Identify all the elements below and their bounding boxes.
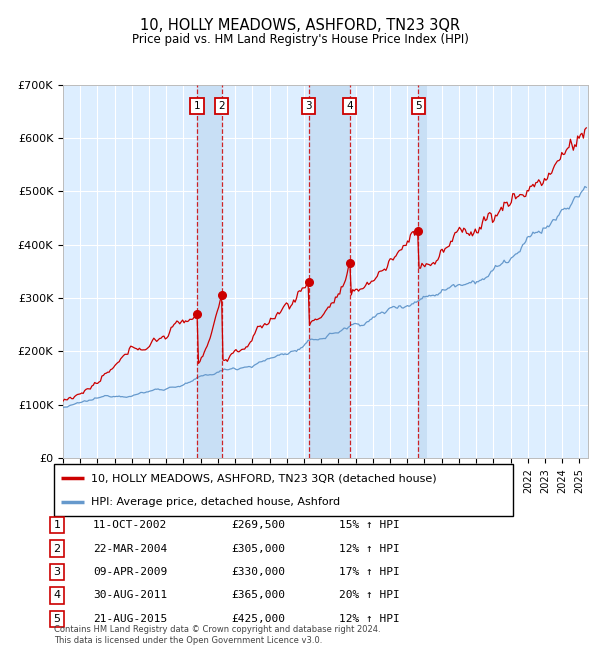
- Text: 1: 1: [194, 101, 200, 111]
- Text: 12% ↑ HPI: 12% ↑ HPI: [339, 614, 400, 624]
- Text: 4: 4: [346, 101, 353, 111]
- Text: 15% ↑ HPI: 15% ↑ HPI: [339, 520, 400, 530]
- Text: £330,000: £330,000: [231, 567, 285, 577]
- Text: £365,000: £365,000: [231, 590, 285, 601]
- Text: 09-APR-2009: 09-APR-2009: [93, 567, 167, 577]
- Text: £425,000: £425,000: [231, 614, 285, 624]
- Text: 2: 2: [218, 101, 225, 111]
- Text: 11-OCT-2002: 11-OCT-2002: [93, 520, 167, 530]
- Text: 1: 1: [53, 520, 61, 530]
- Text: 30-AUG-2011: 30-AUG-2011: [93, 590, 167, 601]
- Text: 5: 5: [415, 101, 422, 111]
- Text: 10, HOLLY MEADOWS, ASHFORD, TN23 3QR: 10, HOLLY MEADOWS, ASHFORD, TN23 3QR: [140, 18, 460, 33]
- Text: 3: 3: [53, 567, 61, 577]
- Text: 10, HOLLY MEADOWS, ASHFORD, TN23 3QR (detached house): 10, HOLLY MEADOWS, ASHFORD, TN23 3QR (de…: [91, 473, 436, 483]
- Text: 21-AUG-2015: 21-AUG-2015: [93, 614, 167, 624]
- Bar: [197, 84, 222, 458]
- Text: £305,000: £305,000: [231, 543, 285, 554]
- Text: 17% ↑ HPI: 17% ↑ HPI: [339, 567, 400, 577]
- Text: 12% ↑ HPI: 12% ↑ HPI: [339, 543, 400, 554]
- Text: 4: 4: [53, 590, 61, 601]
- Text: Contains HM Land Registry data © Crown copyright and database right 2024.
This d: Contains HM Land Registry data © Crown c…: [54, 625, 380, 645]
- Text: 3: 3: [305, 101, 312, 111]
- Text: 22-MAR-2004: 22-MAR-2004: [93, 543, 167, 554]
- Text: HPI: Average price, detached house, Ashford: HPI: Average price, detached house, Ashf…: [91, 497, 340, 507]
- Text: Price paid vs. HM Land Registry's House Price Index (HPI): Price paid vs. HM Land Registry's House …: [131, 32, 469, 46]
- Bar: [308, 84, 350, 458]
- Bar: [418, 84, 427, 458]
- Text: 2: 2: [53, 543, 61, 554]
- Text: £269,500: £269,500: [231, 520, 285, 530]
- Text: 20% ↑ HPI: 20% ↑ HPI: [339, 590, 400, 601]
- Text: 5: 5: [53, 614, 61, 624]
